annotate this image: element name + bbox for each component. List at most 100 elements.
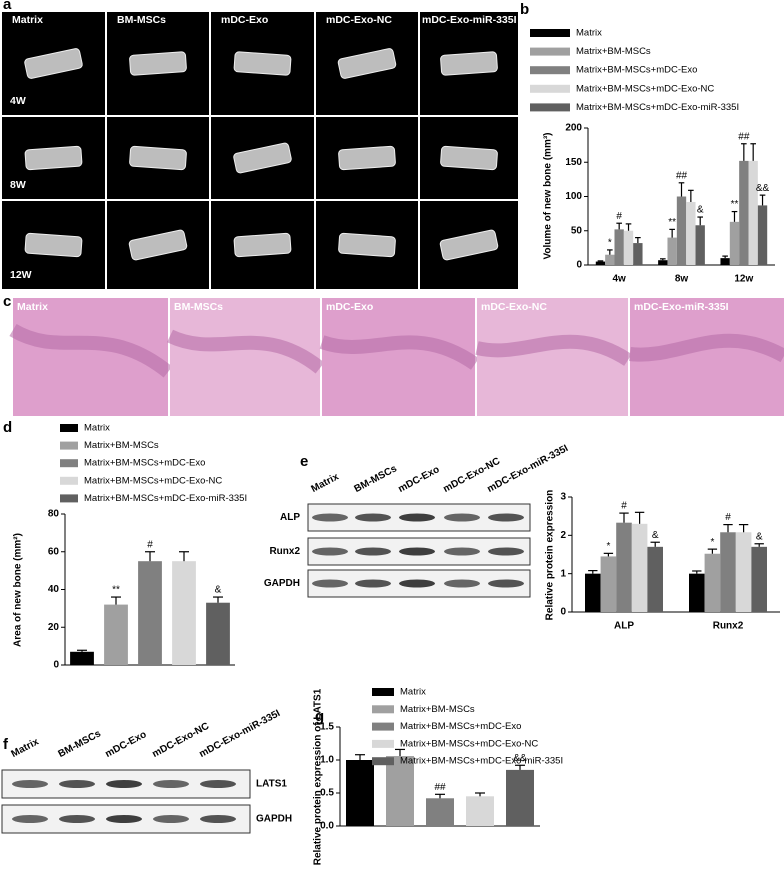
significance-mark: & [697, 205, 704, 216]
y-axis-label: Relative protein expression of LATS1 [313, 688, 324, 865]
bone [24, 232, 83, 258]
legend-label: Matrix [400, 687, 426, 698]
error-bar [77, 649, 87, 652]
y-tick-label: 0.0 [320, 821, 334, 832]
lane-label: mDC-Exo-miR-335I [197, 708, 282, 760]
legend-label: Matrix+BM-MSCs+mDC-Exo-miR-335I [400, 756, 563, 767]
image-label: Matrix [17, 301, 48, 313]
blot-band [355, 547, 391, 556]
legend-swatch [530, 47, 570, 56]
error-bar [697, 216, 704, 226]
panel-letter: g [315, 708, 324, 725]
y-tick-label: 0 [576, 260, 582, 271]
bar [704, 553, 721, 612]
significance-mark: # [147, 539, 153, 550]
lane-label: Matrix [309, 471, 341, 495]
legend-swatch [530, 103, 570, 112]
legend-label: Matrix+BM-MSCs+mDC-Exo [576, 65, 697, 76]
legend-swatch [530, 66, 570, 75]
bar [346, 760, 374, 826]
tissue [166, 329, 325, 374]
panel-letter: e [300, 453, 308, 470]
significance-mark: ** [112, 585, 120, 596]
bar [695, 225, 705, 265]
significance-mark: # [616, 211, 622, 222]
error-bar [759, 194, 766, 206]
blot-band [399, 579, 435, 588]
bone [338, 232, 396, 258]
error-bar [669, 228, 675, 238]
bar [658, 260, 668, 265]
row-label: 12W [10, 269, 32, 281]
blot-band [355, 579, 391, 588]
bar [647, 546, 663, 612]
lane-label: BM-MSCs [352, 463, 399, 495]
bar [426, 798, 454, 826]
error-bar [435, 793, 445, 799]
bar [751, 546, 767, 612]
blot-band [153, 815, 189, 823]
legend-label: Matrix+BM-MSCs+mDC-Exo [84, 458, 205, 469]
blot-band [200, 815, 236, 823]
blot-band [444, 579, 480, 588]
bone [439, 229, 499, 261]
significance-mark: && [756, 183, 770, 194]
bar [605, 254, 615, 265]
image-label: mDC-Exo [326, 301, 373, 313]
x-tick-label: 12w [734, 274, 753, 285]
tissue [319, 335, 480, 370]
blot-band [355, 513, 391, 522]
error-bar [111, 596, 121, 605]
blot-band [488, 547, 524, 556]
blot-band [312, 513, 348, 522]
blot-band [399, 513, 435, 522]
legend-label: Matrix+BM-MSCs+mDC-Exo-miR-335I [576, 102, 739, 113]
blot-band [59, 815, 95, 823]
error-bar [603, 552, 614, 557]
y-axis-label: Area of new bone (mm²) [13, 533, 24, 647]
error-bar [616, 222, 622, 230]
blot-row-label: LATS1 [256, 779, 287, 790]
column-label: BM-MSCs [117, 14, 166, 26]
bar [614, 229, 624, 265]
legend-swatch [60, 441, 78, 450]
image-label: mDC-Exo-miR-335I [634, 301, 729, 313]
blot-band [106, 815, 142, 823]
x-tick-label: 8w [675, 274, 689, 285]
image-label: BM-MSCs [174, 301, 223, 313]
row-label: 4W [10, 95, 26, 107]
error-bar [145, 551, 155, 562]
error-bar [731, 210, 738, 222]
bar [729, 221, 740, 265]
error-bar [355, 754, 365, 760]
lane-label: BM-MSCs [56, 728, 103, 760]
bar [739, 160, 749, 265]
y-axis-label: Volume of new bone (mm³) [543, 132, 554, 259]
legend-label: Matrix+BM-MSCs [576, 46, 651, 57]
blot-band [444, 547, 480, 556]
bone [129, 51, 187, 76]
error-bar [688, 189, 694, 202]
bar [720, 258, 730, 265]
tissue [475, 334, 632, 366]
bone [233, 51, 292, 76]
bone [129, 145, 187, 171]
error-bar [750, 143, 756, 161]
panel-letter: c [3, 293, 11, 310]
image-label: mDC-Exo-NC [481, 301, 547, 313]
blot-row-label: Runx2 [269, 546, 300, 557]
error-bar [179, 551, 189, 562]
error-bar [619, 512, 629, 523]
significance-mark: && [513, 753, 527, 764]
error-bar [213, 596, 223, 603]
bar [206, 602, 230, 665]
bar [631, 523, 648, 612]
bar [623, 230, 634, 265]
legend-label: Matrix+BM-MSCs [400, 704, 475, 715]
legend-swatch [60, 494, 78, 503]
y-tick-label: 80 [48, 509, 60, 520]
significance-mark: & [652, 530, 659, 541]
bar [466, 796, 494, 826]
bone [440, 145, 498, 171]
